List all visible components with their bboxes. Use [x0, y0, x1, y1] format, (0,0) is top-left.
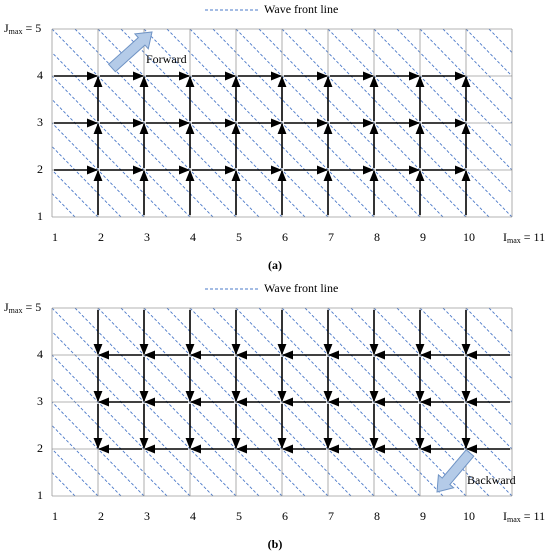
i-max-label: Imax = 11 [503, 509, 545, 524]
x-label: 2 [98, 230, 104, 244]
direction-label: Forward [146, 52, 187, 66]
i-max-label: Imax = 11 [503, 230, 545, 245]
x-label: 5 [236, 509, 242, 523]
wave-front-line [511, 29, 512, 30]
wave-front-line [52, 495, 53, 496]
direction-arrow [436, 449, 475, 493]
j-max-label-value: = 5 [25, 300, 41, 314]
x-label: 6 [282, 509, 288, 523]
x-label: 10 [463, 509, 475, 523]
wave-front-line [511, 308, 512, 309]
x-label: 9 [420, 509, 426, 523]
x-label: 2 [98, 509, 104, 523]
i-max-label-value: = 11 [524, 509, 545, 523]
x-label: 3 [144, 509, 150, 523]
x-label: 8 [374, 230, 380, 244]
x-label: 6 [282, 230, 288, 244]
x-label: 8 [374, 509, 380, 523]
y-label: 4 [37, 347, 43, 361]
x-label: 9 [420, 230, 426, 244]
i-max-label-subscript: max [507, 515, 521, 524]
j-max-label: Jmax = 5 [4, 21, 41, 36]
x-label: 4 [190, 230, 196, 244]
y-label: 3 [37, 115, 43, 129]
j-max-label-value: = 5 [25, 21, 41, 35]
y-label: 1 [37, 209, 43, 223]
caption: (a) [268, 258, 282, 272]
i-max-label-symbol: I [503, 230, 507, 244]
j-max-label-symbol: J [4, 21, 9, 35]
y-label: 4 [37, 68, 43, 82]
x-label: 3 [144, 230, 150, 244]
legend-label: Wave front line [264, 2, 338, 16]
j-max-label: Jmax = 5 [4, 300, 41, 315]
y-label: 2 [37, 441, 43, 455]
x-label: 7 [328, 230, 334, 244]
x-label: 1 [52, 230, 58, 244]
direction-label: Backward [467, 473, 516, 487]
x-label: 10 [463, 230, 475, 244]
y-label: 2 [37, 162, 43, 176]
j-max-label-subscript: max [9, 306, 23, 315]
x-label: 4 [190, 509, 196, 523]
legend-label: Wave front line [264, 281, 338, 295]
j-max-label-subscript: max [9, 27, 23, 36]
x-label: 1 [52, 509, 58, 523]
y-label: 3 [37, 394, 43, 408]
j-max-label-symbol: J [4, 300, 9, 314]
i-max-label-value: = 11 [524, 230, 545, 244]
y-label: 1 [37, 488, 43, 502]
i-max-label-subscript: max [507, 236, 521, 245]
caption: (b) [268, 537, 283, 551]
x-label: 5 [236, 230, 242, 244]
direction-arrow [107, 31, 153, 73]
wave-front-line [52, 216, 53, 217]
i-max-label-symbol: I [503, 509, 507, 523]
x-label: 7 [328, 509, 334, 523]
